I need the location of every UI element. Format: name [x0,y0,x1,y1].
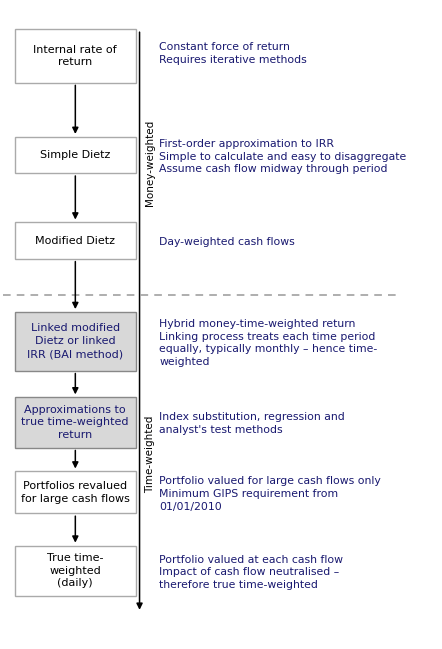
Text: Hybrid money-time-weighted return
Linking process treats each time period
equall: Hybrid money-time-weighted return Linkin… [160,319,377,367]
Bar [15,137,136,173]
Text: Time-weighted: Time-weighted [145,415,156,493]
Text: Internal rate of
return: Internal rate of return [33,45,117,67]
Bar [15,397,136,448]
Text: Portfolios revalued
for large cash flows: Portfolios revalued for large cash flows [21,481,130,504]
Text: Modified Dietz: Modified Dietz [35,236,115,245]
Bar [15,312,136,371]
Text: First-order approximation to IRR
Simple to calculate and easy to disaggregate
As: First-order approximation to IRR Simple … [160,139,407,175]
Text: Linked modified
Dietz or linked
IRR (BAI method): Linked modified Dietz or linked IRR (BAI… [27,323,123,359]
Text: Day-weighted cash flows: Day-weighted cash flows [160,237,295,247]
Text: Constant force of return
Requires iterative methods: Constant force of return Requires iterat… [160,42,307,64]
Text: Simple Dietz: Simple Dietz [40,150,110,160]
Text: Portfolio valued for large cash flows only
Minimum GIPS requirement from
01/01/2: Portfolio valued for large cash flows on… [160,476,381,512]
Bar [15,223,136,259]
Text: True time-
weighted
(daily): True time- weighted (daily) [47,553,103,589]
Bar [15,546,136,596]
Text: Portfolio valued at each cash flow
Impact of cash flow neutralised –
therefore t: Portfolio valued at each cash flow Impac… [160,554,343,590]
Text: Approximations to
true time-weighted
return: Approximations to true time-weighted ret… [21,404,129,440]
Bar [15,29,136,82]
Text: Index substitution, regression and
analyst's test methods: Index substitution, regression and analy… [160,412,345,435]
Text: Money-weighted: Money-weighted [145,119,156,206]
Bar [15,471,136,513]
